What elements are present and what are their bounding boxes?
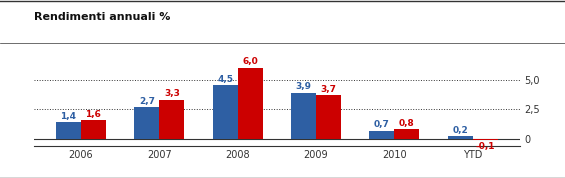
Text: 0,8: 0,8 xyxy=(399,119,415,128)
Text: 4,5: 4,5 xyxy=(217,75,233,84)
Bar xyxy=(81,120,106,139)
Text: Rendimenti annuali %: Rendimenti annuali % xyxy=(34,12,170,22)
Text: 1,6: 1,6 xyxy=(85,110,101,119)
Bar xyxy=(447,137,473,139)
Text: -0,1: -0,1 xyxy=(476,142,495,151)
Text: 3,3: 3,3 xyxy=(164,90,180,98)
Bar xyxy=(394,129,419,139)
Text: 2,7: 2,7 xyxy=(139,97,155,106)
Bar xyxy=(316,95,341,139)
Bar xyxy=(56,122,81,139)
Text: 3,9: 3,9 xyxy=(295,82,311,91)
Text: 1,4: 1,4 xyxy=(60,112,76,121)
Text: 0,7: 0,7 xyxy=(374,120,390,129)
Bar xyxy=(291,93,316,139)
Bar xyxy=(212,85,238,139)
Bar xyxy=(134,107,159,139)
Bar xyxy=(370,130,394,139)
Text: 0,2: 0,2 xyxy=(453,126,468,135)
Bar xyxy=(473,139,498,140)
Bar xyxy=(159,100,184,139)
Bar xyxy=(238,68,263,139)
Text: 3,7: 3,7 xyxy=(320,85,337,94)
Text: 6,0: 6,0 xyxy=(242,57,258,66)
